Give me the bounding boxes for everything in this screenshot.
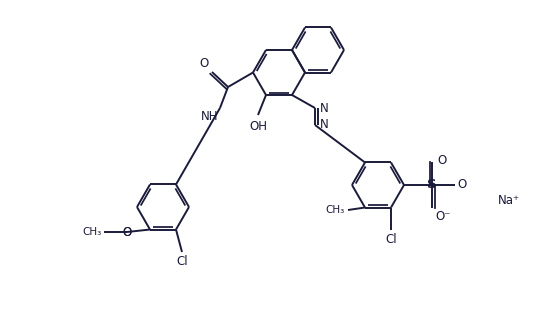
Text: OH: OH: [249, 120, 267, 133]
Text: O: O: [200, 57, 209, 70]
Text: N: N: [320, 101, 329, 115]
Text: S: S: [427, 178, 437, 192]
Text: O: O: [122, 226, 131, 238]
Text: O: O: [457, 178, 466, 192]
Text: N: N: [320, 119, 329, 131]
Text: Na⁺: Na⁺: [498, 193, 520, 207]
Text: CH₃: CH₃: [83, 227, 102, 237]
Text: O⁻: O⁻: [435, 210, 451, 223]
Text: NH: NH: [200, 110, 218, 123]
Text: Cl: Cl: [176, 255, 188, 268]
Text: O: O: [122, 226, 131, 238]
Text: O: O: [437, 154, 446, 167]
Text: CH₃: CH₃: [326, 205, 345, 215]
Text: Cl: Cl: [385, 233, 397, 246]
